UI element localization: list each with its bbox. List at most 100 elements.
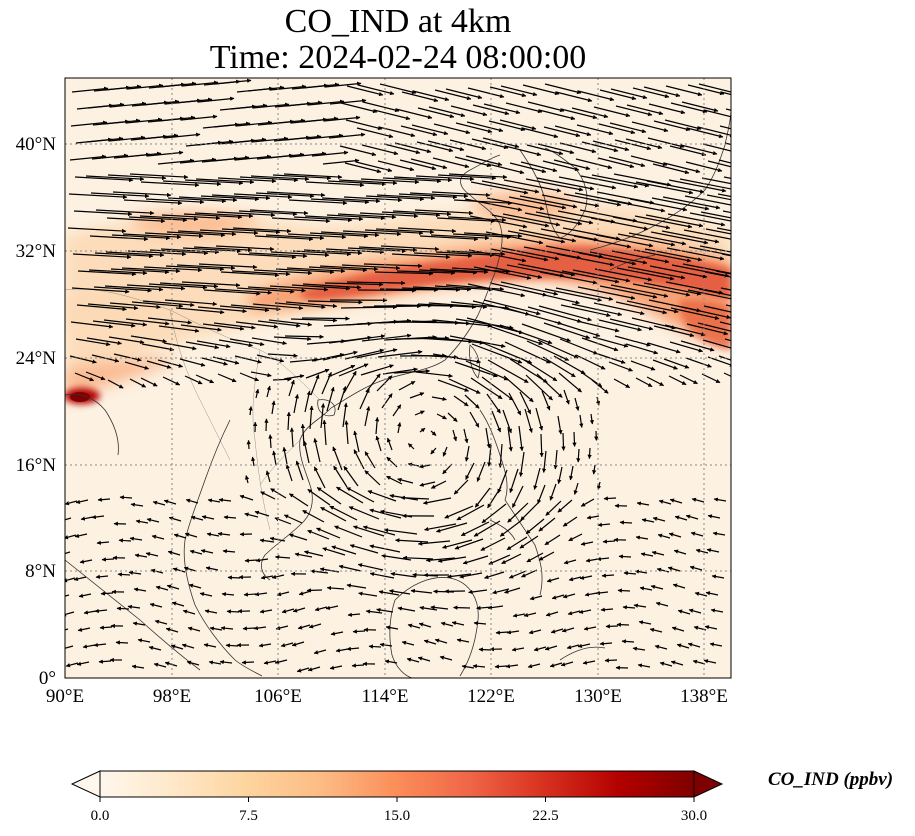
wind-arrow <box>439 655 453 661</box>
wind-arrow <box>717 193 731 198</box>
wind-arrow <box>626 300 679 314</box>
wind-arrow <box>629 198 688 212</box>
wind-arrow <box>468 249 527 263</box>
wind-arrow <box>377 160 415 172</box>
wind-arrow <box>723 176 731 179</box>
wind-arrow <box>126 284 186 291</box>
wind-arrow <box>442 463 453 475</box>
wind-arrow <box>608 156 646 168</box>
wind-arrow <box>386 437 393 451</box>
wind-arrow <box>592 464 597 475</box>
wind-arrow <box>379 287 439 292</box>
wind-arrow <box>220 271 280 278</box>
wind-arrow <box>719 125 731 130</box>
wind-arrow <box>536 373 563 398</box>
wind-arrow <box>222 549 236 554</box>
wind-arrow <box>250 175 310 182</box>
wind-arrow <box>291 641 305 647</box>
wind-arrow <box>267 152 305 159</box>
wind-arrow <box>705 228 731 235</box>
wind-arrow <box>615 301 668 315</box>
wind-arrow <box>275 268 335 275</box>
wind-arrow <box>380 245 440 252</box>
wind-arrow <box>144 232 204 239</box>
wind-arrow <box>632 283 691 297</box>
wind-arrow <box>561 627 575 633</box>
wind-arrow <box>111 234 171 241</box>
wind-arrow <box>117 572 131 577</box>
wind-arrow <box>165 627 179 633</box>
wind-arrow <box>231 270 291 277</box>
wind-arrow <box>374 271 434 276</box>
lon-tick-label: 130°E <box>574 686 622 707</box>
wind-arrow <box>483 299 541 316</box>
lat-tick-label: 0° <box>39 668 56 689</box>
wind-arrow <box>623 571 637 576</box>
wind-arrow <box>127 604 141 610</box>
wind-arrow <box>214 78 252 85</box>
wind-arrow <box>259 538 275 543</box>
wind-arrow <box>431 396 447 402</box>
wind-arrow <box>363 263 423 269</box>
wind-arrow <box>483 103 521 115</box>
wind-arrow <box>504 145 542 157</box>
wind-arrow <box>503 179 562 193</box>
wind-arrow <box>533 646 547 652</box>
wind-arrow <box>86 136 124 143</box>
wind-arrow <box>324 81 362 88</box>
wind-arrow <box>293 393 299 414</box>
wind-arrow <box>101 557 115 562</box>
wind-arrow <box>322 419 327 446</box>
wind-arrow <box>691 497 705 503</box>
wind-arrow <box>209 626 223 631</box>
wind-arrow <box>69 355 97 364</box>
wind-arrow <box>184 179 244 186</box>
wind-arrow <box>689 212 731 222</box>
wind-arrow <box>507 426 513 452</box>
wind-arrow <box>454 361 498 378</box>
wind-arrow <box>289 151 327 158</box>
wind-arrow <box>581 141 619 153</box>
wind-arrow <box>199 592 213 597</box>
wind-arrow <box>599 641 613 646</box>
wind-arrow <box>119 495 133 500</box>
wind-arrow <box>346 280 406 286</box>
wind-arrow <box>400 125 438 137</box>
wind-arrow <box>579 414 584 428</box>
wind-arrow <box>175 97 213 104</box>
wind-arrow <box>183 213 243 220</box>
wind-arrow <box>359 388 370 410</box>
wind-arrow <box>628 232 687 246</box>
wind-arrow <box>527 663 541 669</box>
wind-arrow <box>273 336 312 342</box>
wind-arrow <box>106 217 166 224</box>
wind-arrow <box>336 486 364 504</box>
wind-arrow <box>255 192 315 199</box>
wind-arrow <box>272 450 277 466</box>
wind-arrow <box>187 626 201 632</box>
wind-arrow <box>409 192 469 199</box>
wind-arrow <box>349 544 379 554</box>
wind-arrow <box>525 518 545 535</box>
wind-arrow <box>519 195 578 209</box>
wind-arrow <box>93 642 107 648</box>
wind-arrow <box>456 638 470 643</box>
wind-arrow <box>449 335 506 348</box>
wind-arrow <box>293 216 353 223</box>
wind-arrow <box>703 305 731 313</box>
wind-arrow <box>377 349 423 358</box>
wind-arrow <box>499 119 537 131</box>
wind-arrow <box>584 592 598 597</box>
wind-arrow <box>264 418 269 432</box>
wind-arrow <box>694 591 708 597</box>
wind-arrow <box>473 520 501 537</box>
wind-arrow <box>430 447 437 455</box>
wind-arrow <box>200 549 214 554</box>
wind-arrow <box>617 588 631 593</box>
wind-arrow <box>130 335 167 344</box>
wind-arrow <box>680 340 715 352</box>
wind-arrow <box>725 304 731 307</box>
wind-arrow <box>589 413 595 425</box>
wind-arrow <box>677 609 691 615</box>
wind-arrow <box>427 140 465 152</box>
